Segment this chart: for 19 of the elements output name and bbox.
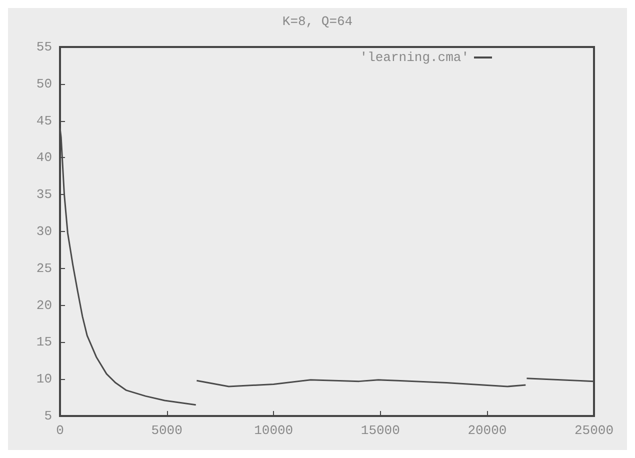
y-tick-label: 15 (36, 334, 52, 350)
x-tick-label: 20000 (468, 423, 507, 438)
y-tick-label: 10 (36, 372, 52, 387)
y-tick-label: 30 (36, 224, 52, 239)
y-tick-label: 5 (44, 408, 52, 424)
x-tick-label: 5000 (151, 423, 182, 438)
y-tick-label: 50 (36, 76, 52, 92)
chart-title: K=8, Q=64 (282, 14, 353, 29)
y-tick-label: 40 (36, 150, 52, 166)
x-tick-label: 25000 (574, 423, 614, 438)
x-tick-label: 0 (56, 423, 64, 438)
y-tick-label: 25 (36, 260, 52, 276)
legend-label: 'learning.cma' (360, 50, 469, 65)
y-tick-label: 55 (36, 40, 52, 54)
y-tick-label: 45 (36, 113, 52, 128)
y-tick-label: 20 (36, 298, 52, 313)
x-tick-label: 15000 (360, 423, 400, 438)
x-tick-label: 10000 (254, 423, 294, 438)
y-tick-label: 35 (36, 187, 52, 202)
